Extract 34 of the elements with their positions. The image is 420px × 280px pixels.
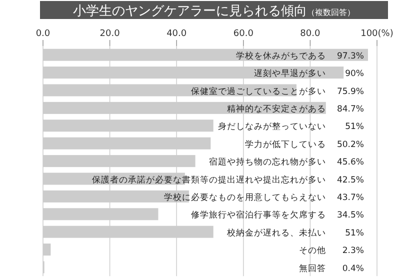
data-label: 51% xyxy=(345,122,364,132)
y-tick-label: 校納金が遅れる、未払い xyxy=(226,227,326,238)
y-tick-label: 修学旅行や宿泊行事等を欠席する xyxy=(191,210,326,221)
y-tick-label: 無回答 xyxy=(299,262,326,274)
y-tick-label: 保健室で過ごしていることが多い xyxy=(191,86,326,97)
data-label: 42.5% xyxy=(336,175,364,186)
y-tick-label: 身だしなみが整っていない xyxy=(218,121,326,132)
y-tick-label: 宿題や持ち物の忘れ物が多い xyxy=(209,156,326,168)
x-tick-label: 40.0 xyxy=(166,29,187,39)
x-tick-label: 0.0 xyxy=(36,29,50,39)
data-label: 45.6% xyxy=(336,158,364,168)
data-label: 51% xyxy=(345,228,364,238)
y-tick-label: 精神的な不安定さがある xyxy=(227,103,326,114)
y-tick-label: その他 xyxy=(299,245,326,256)
x-tick-label: 20.0 xyxy=(100,29,120,39)
data-label: 34.5% xyxy=(336,210,364,221)
x-tick-label: 80.0 xyxy=(300,29,320,39)
x-tick-label: 60.0 xyxy=(233,29,254,39)
data-label: 0.4% xyxy=(342,264,364,274)
y-tick-label: 保護者の承諾が必要な書類等の提出遅れや提出忘れが多い xyxy=(92,174,326,186)
data-label: 50.2% xyxy=(336,140,364,150)
y-tick-label: 学校を休みがちである xyxy=(236,50,326,62)
y-tick-label: 学校に必要なものを用意してもらえない xyxy=(164,192,326,203)
data-label: 43.7% xyxy=(336,192,364,203)
data-label: 97.3% xyxy=(336,51,364,62)
data-label: 84.7% xyxy=(336,104,364,114)
data-label: 2.3% xyxy=(342,246,364,256)
chart-title: 小学生のヤングケアラーに見られる傾向 xyxy=(73,4,307,19)
chart-subtitle: （複数回答） xyxy=(307,8,355,17)
x-tick-label: 100(%) xyxy=(360,29,394,39)
y-tick-label: 学力が低下している xyxy=(245,138,326,150)
data-label: 75.9% xyxy=(336,86,364,97)
data-label: 90% xyxy=(345,69,364,80)
y-tick-label: 遅刻や早退が多い xyxy=(254,68,326,80)
